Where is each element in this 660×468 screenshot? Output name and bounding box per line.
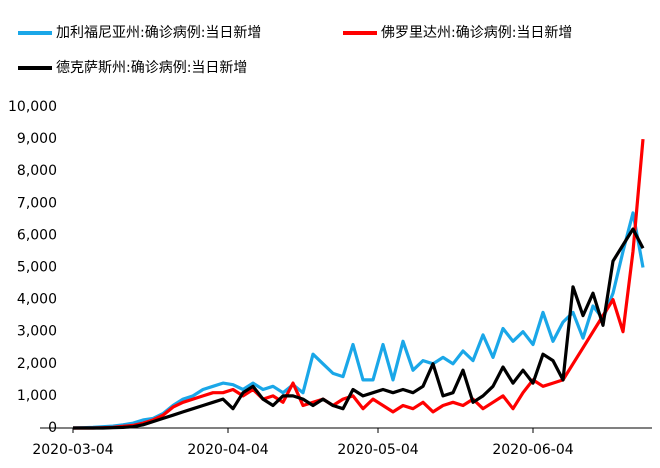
x-tick-label: 2020-05-04 (337, 442, 418, 458)
y-tick-label: 4,000 (17, 292, 57, 308)
y-tick-label: 8,000 (17, 163, 57, 179)
series-line (72, 211, 645, 430)
y-tick-label: 10,000 (8, 99, 57, 115)
x-tick-label: 2020-06-04 (492, 442, 573, 458)
legend-label: 加利福尼亚州:确诊病例:当日新增 (56, 25, 261, 41)
legend-label: 佛罗里达州:确诊病例:当日新增 (381, 25, 572, 41)
series-line (73, 227, 645, 430)
y-tick-label: 7,000 (17, 195, 57, 211)
series-line (73, 138, 645, 430)
y-tick-label: 3,000 (17, 324, 57, 340)
legend-label: 德克萨斯州:确诊病例:当日新增 (56, 60, 247, 76)
y-tick-label: 9,000 (17, 131, 57, 147)
x-tick-label: 2020-03-04 (32, 442, 113, 458)
y-tick-label: 2,000 (17, 356, 57, 372)
y-tick-label: 1,000 (17, 388, 57, 404)
x-tick-label: 2020-04-04 (187, 442, 268, 458)
y-tick-label: 6,000 (17, 227, 57, 243)
y-tick-label: 5,000 (17, 260, 57, 276)
